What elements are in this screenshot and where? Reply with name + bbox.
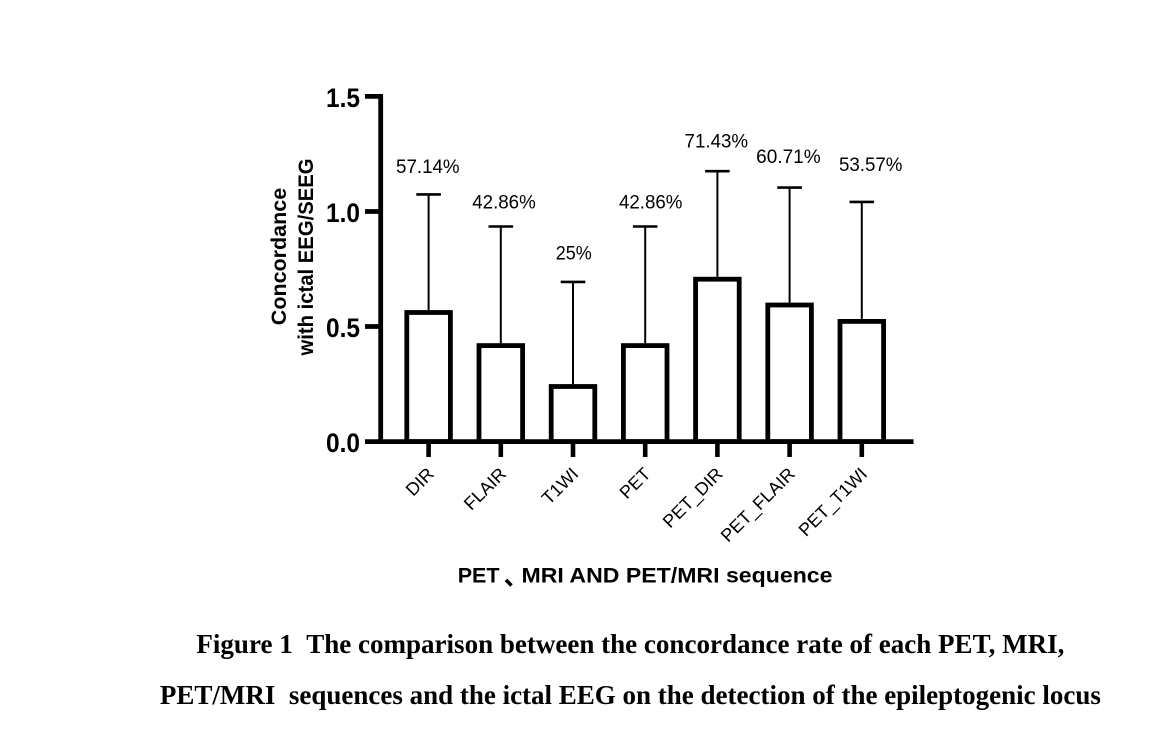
svg-text:FLAIR: FLAIR xyxy=(460,464,510,514)
svg-text:T1WI: T1WI xyxy=(538,464,583,509)
svg-text:PET_FLAIR: PET_FLAIR xyxy=(717,464,800,547)
svg-text:DIR: DIR xyxy=(402,464,438,500)
svg-text:with ictal EEG/SEEG: with ictal EEG/SEEG xyxy=(294,159,318,357)
svg-text:1.0: 1.0 xyxy=(326,198,360,228)
svg-text:PET/MRI sequences and the ict: PET/MRI sequences and the ictal EEG on t… xyxy=(160,680,1101,710)
svg-text:Figure 1 The comparison betwe: Figure 1 The comparison between the conc… xyxy=(196,629,1064,659)
svg-text:42.86%: 42.86% xyxy=(472,191,536,213)
svg-text:PET: PET xyxy=(616,464,655,503)
svg-text:42.86%: 42.86% xyxy=(619,192,683,214)
svg-text:57.14%: 57.14% xyxy=(396,156,460,178)
svg-text:1.5: 1.5 xyxy=(326,83,360,113)
svg-text:MRI AND PET/MRI sequence: MRI AND PET/MRI sequence xyxy=(522,564,833,588)
svg-text:Concordance: Concordance xyxy=(267,188,291,325)
svg-text:53.57%: 53.57% xyxy=(839,154,903,176)
svg-text:25%: 25% xyxy=(556,243,592,265)
svg-text:PET_T1WI: PET_T1WI xyxy=(795,464,872,541)
svg-text:60.71%: 60.71% xyxy=(756,146,821,168)
svg-text:0.0: 0.0 xyxy=(326,428,360,458)
svg-text:0.5: 0.5 xyxy=(326,313,360,343)
svg-text:PET_DIR: PET_DIR xyxy=(659,464,728,533)
svg-text:71.43%: 71.43% xyxy=(685,131,749,153)
svg-text:PET: PET xyxy=(458,564,500,588)
